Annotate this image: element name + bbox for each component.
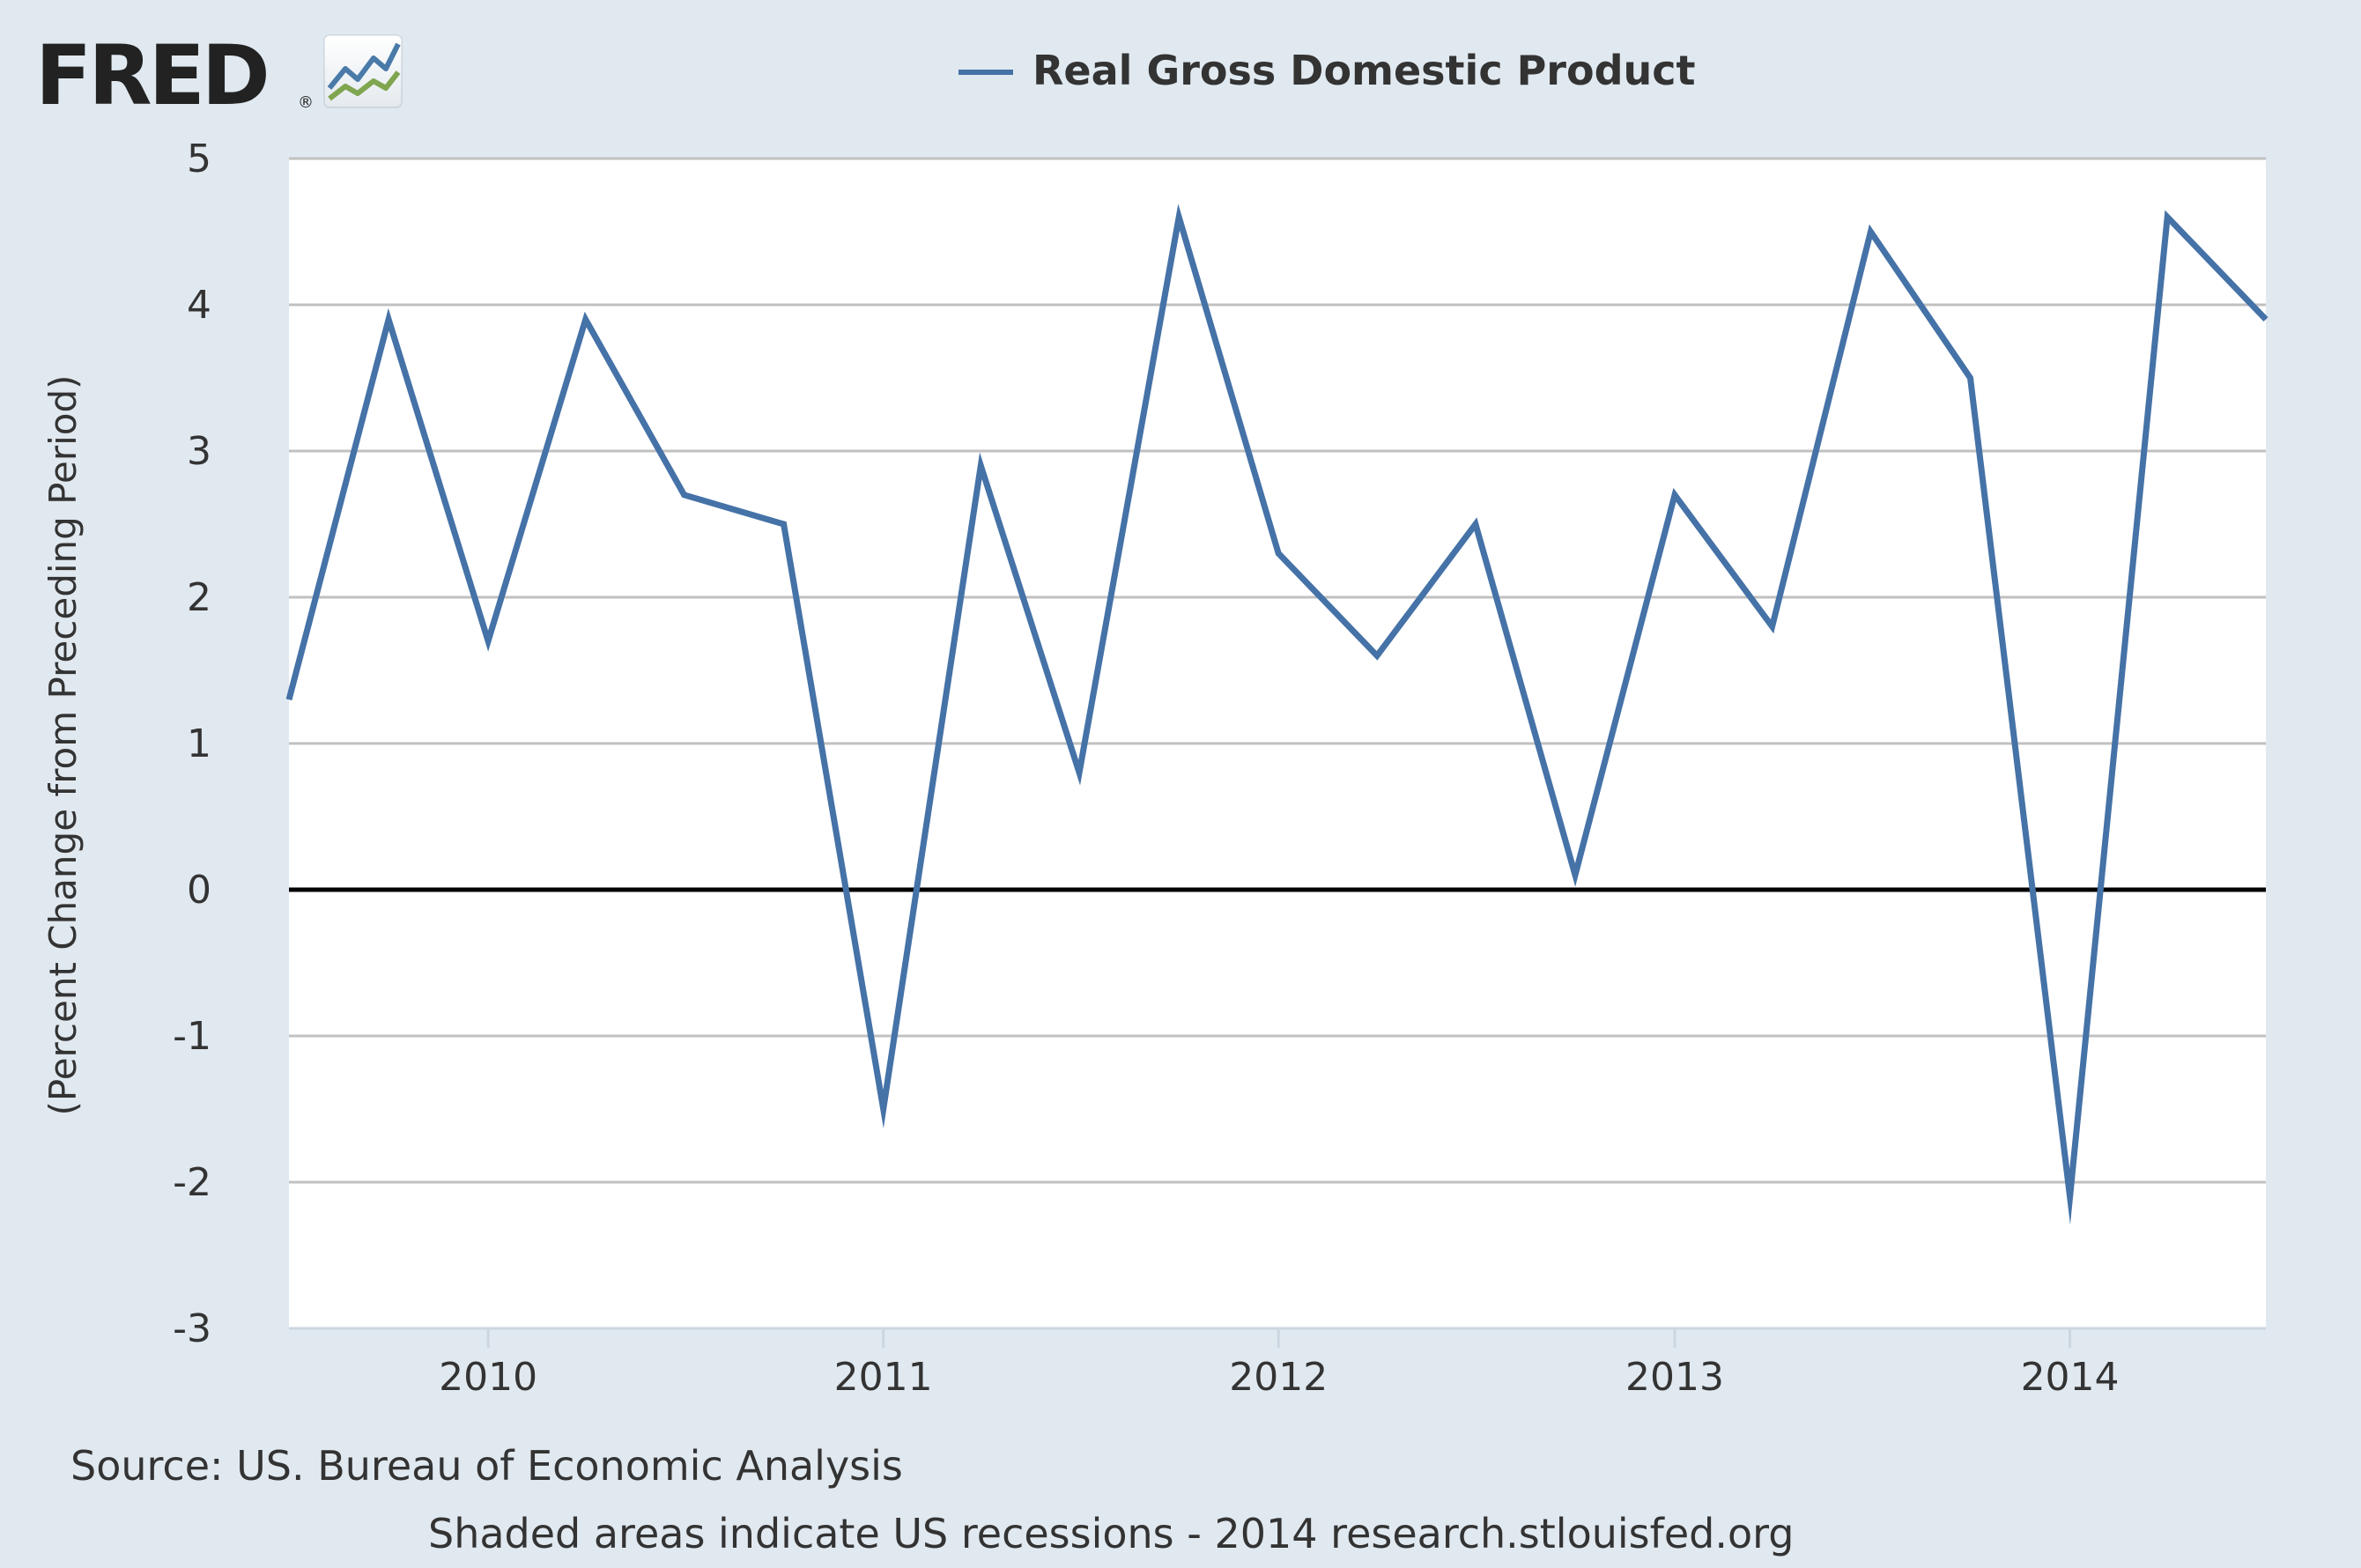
series-line[interactable] — [285, 203, 2268, 1225]
x-tick-label: 2011 — [834, 1355, 933, 1400]
y-axis: -3 -2 -1 0 1 2 3 4 5 — [173, 137, 211, 1351]
registered-mark: ® — [298, 93, 314, 112]
line-chart-icon — [323, 34, 403, 108]
y-tick-label: -3 — [173, 1306, 211, 1351]
x-tick-label: 2014 — [2021, 1355, 2120, 1400]
y-tick-label: 5 — [187, 137, 211, 181]
y-tick-label: 0 — [187, 868, 211, 913]
y-tick-label: 2 — [187, 575, 211, 620]
legend[interactable]: Real Gross Domestic Product — [958, 47, 1696, 94]
y-tick-label: -1 — [173, 1014, 211, 1059]
y-tick-label: -2 — [173, 1160, 211, 1205]
x-tick-label: 2012 — [1229, 1355, 1328, 1400]
recession-note[interactable]: Shaded areas indicate US recessions - 20… — [428, 1510, 1794, 1557]
series-group — [285, 203, 2268, 1225]
y-axis-title: (Percent Change from Preceding Period) — [41, 374, 85, 1115]
x-tick-label: 2010 — [439, 1355, 537, 1400]
x-axis: 2010 2011 2012 2013 2014 — [289, 1327, 2266, 1400]
x-tick-label: 2013 — [1625, 1355, 1724, 1400]
fred-logo[interactable]: FRED ® — [35, 28, 403, 124]
logo-text: FRED — [35, 28, 267, 124]
y-tick-label: 1 — [187, 721, 211, 766]
y-tick-label: 3 — [187, 429, 211, 474]
y-tick-label: 4 — [187, 283, 211, 328]
source-note: Source: US. Bureau of Economic Analysis — [70, 1442, 903, 1490]
legend-label: Real Gross Domestic Product — [1032, 47, 1696, 94]
